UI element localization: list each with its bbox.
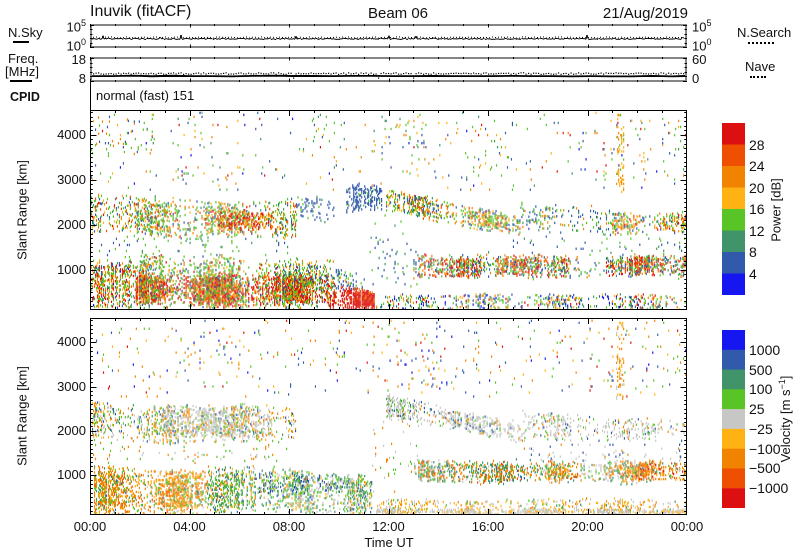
- power-rti-panel: [90, 110, 687, 310]
- cpid-value: normal (fast) 151: [96, 88, 195, 103]
- c-pbar-label-6: 4: [749, 265, 757, 282]
- time-tick-5: 20:00: [571, 519, 604, 534]
- c-pbar-label-3: 16: [749, 201, 765, 217]
- cpid-axis-line: [90, 82, 91, 110]
- c-vbar-label-6: −500: [749, 460, 781, 477]
- c-vbar-label-4: −25: [749, 420, 773, 437]
- velocity-rti-panel: [90, 318, 687, 515]
- c-pbar-label-2: 20: [749, 179, 765, 196]
- power-ytick-2000: 2000: [57, 216, 86, 232]
- time-tick-1: 04:00: [173, 519, 206, 534]
- time-tick-4: 16:00: [471, 519, 505, 534]
- c-vbar-label-3: 25: [749, 401, 765, 418]
- nave-dotted-line-sample: [750, 76, 766, 78]
- time-tick-2: 08:00: [272, 519, 306, 534]
- power-colorbar-title: Power [dB]: [768, 178, 784, 242]
- nsky-solid-line-sample: [13, 41, 29, 43]
- nave-ytick-bottom: 0: [692, 71, 700, 86]
- velocity-yaxis-title: Slant Range [km]: [14, 366, 30, 466]
- nave-legend-label: Nave: [745, 59, 776, 74]
- nsky-axis-label: N.Sky: [8, 25, 43, 40]
- time-tick-3: 12:00: [372, 519, 405, 534]
- c-vbar-label-1: 500: [749, 361, 773, 378]
- power-yaxis-title: Slant Range [km]: [14, 160, 30, 260]
- station-title: Inuvik (fitACF): [90, 3, 192, 20]
- power-ytick-3000: 3000: [57, 171, 86, 187]
- velocity-ytick-3000: 3000: [57, 378, 86, 394]
- velocity-ytick-4000: 4000: [57, 334, 86, 350]
- nsky-ytick-bottom-right: 100: [692, 37, 712, 54]
- c-vbar-label-2: 100: [749, 381, 773, 398]
- freq-ytick-top: 18: [71, 52, 86, 67]
- time-tick-0: 00:00: [73, 519, 107, 534]
- freq-ytick-bottom: 8: [78, 71, 86, 86]
- c-vbar-label-7: −1000: [749, 480, 789, 497]
- time-tick-6: 00:00: [670, 519, 704, 534]
- nsky-ytick-bottom: 100: [66, 37, 86, 54]
- nsky-ytick-top-right: 105: [692, 18, 712, 35]
- cpid-label: CPID: [10, 90, 40, 104]
- velocity-ytick-2000: 2000: [57, 422, 86, 438]
- freq-nave-strip-chart: [90, 57, 687, 82]
- nsky-ytick-top: 105: [66, 18, 86, 35]
- power-colorbar: [722, 123, 745, 295]
- nsearch-legend-label: N.Search: [737, 25, 792, 40]
- velocity-ytick-1000: 1000: [57, 467, 86, 483]
- c-pbar-label-5: 8: [749, 244, 757, 260]
- c-pbar-label-0: 28: [749, 136, 765, 153]
- date-label: 21/Aug/2019: [602, 5, 688, 22]
- freq-axis-label-line1: Freq.: [8, 51, 39, 66]
- freq-axis-label-line2: [MHz]: [5, 64, 39, 79]
- time-axis-title: Time UT: [364, 535, 414, 550]
- beam-label: Beam 06: [367, 5, 429, 22]
- nsearch-dotted-line-sample: [748, 42, 774, 44]
- nsky-search-strip-chart: [90, 24, 687, 48]
- freq-solid-line-sample: [10, 80, 32, 82]
- c-pbar-label-4: 12: [749, 222, 765, 239]
- c-pbar-label-1: 24: [749, 158, 765, 174]
- nave-ytick-top: 60: [692, 52, 707, 67]
- c-vbar-label-0: 1000: [749, 341, 781, 358]
- power-ytick-1000: 1000: [57, 261, 86, 277]
- velocity-colorbar: [722, 330, 745, 508]
- power-ytick-4000: 4000: [57, 126, 86, 142]
- c-vbar-label-5: −100: [749, 440, 781, 457]
